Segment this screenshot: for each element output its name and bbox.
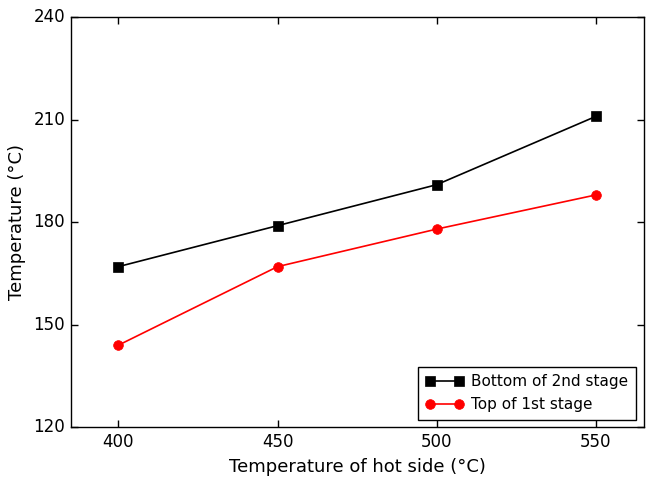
Top of 1st stage [592,192,600,198]
Top of 1st stage [433,226,441,232]
Line: Top of 1st stage: Top of 1st stage [113,190,600,350]
Bottom of 2nd stage [274,223,282,228]
Bottom of 2nd stage [592,113,600,119]
Bottom of 2nd stage [433,182,441,188]
Top of 1st stage [274,264,282,270]
X-axis label: Temperature of hot side (°C): Temperature of hot side (°C) [229,458,486,476]
Y-axis label: Temperature (°C): Temperature (°C) [8,144,26,300]
Legend: Bottom of 2nd stage, Top of 1st stage: Bottom of 2nd stage, Top of 1st stage [418,366,636,420]
Bottom of 2nd stage [115,264,123,270]
Line: Bottom of 2nd stage: Bottom of 2nd stage [113,111,600,272]
Top of 1st stage [115,342,123,348]
